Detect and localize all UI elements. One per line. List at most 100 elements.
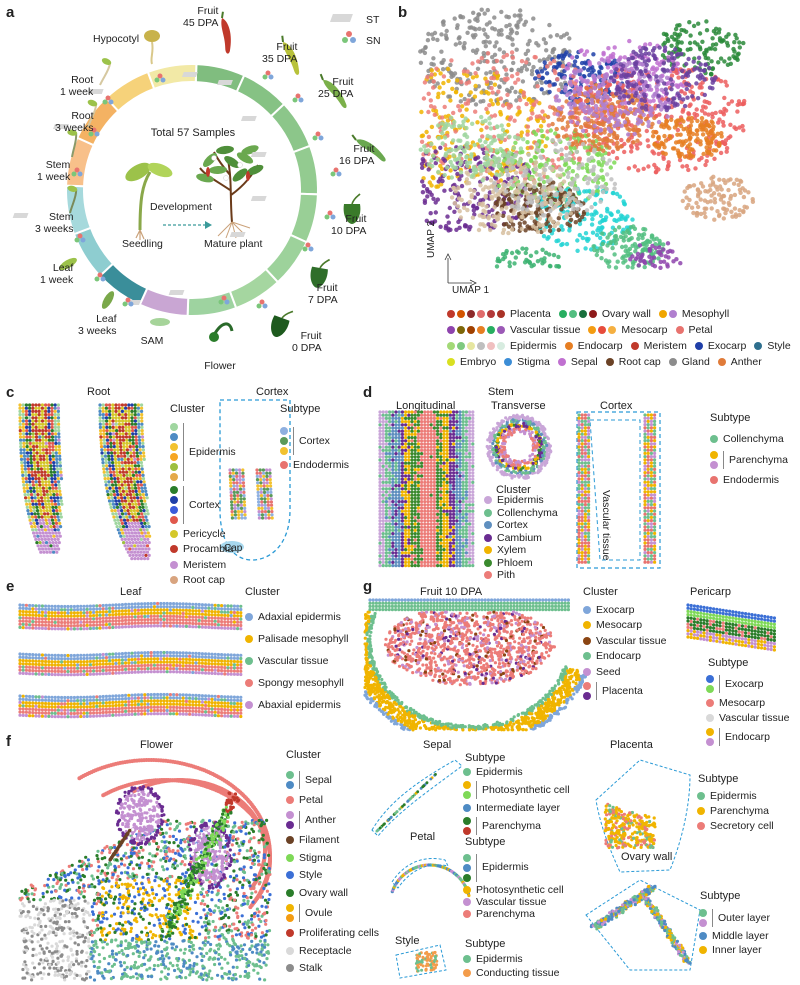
- legend-entry: Middle layer: [699, 929, 770, 943]
- legend-entry: Secretory cell: [697, 818, 774, 833]
- petal-cell: [467, 893, 471, 898]
- legend-entry: Proliferating cells: [286, 925, 379, 943]
- legend-swatch: [245, 613, 253, 621]
- stem-longitudinal: [378, 410, 475, 568]
- legend-swatch: [286, 821, 294, 829]
- cortex-subtype-title: Subtype: [280, 403, 321, 415]
- leaf-section: [18, 601, 243, 631]
- flower-cluster-legend: Sepal Petal Anther Filament Stigma Style Ovary…: [286, 768, 379, 977]
- legend-label: Inner layer: [712, 944, 762, 956]
- stage-label: Fruit 35 DPA: [262, 41, 298, 65]
- legend-swatch: [588, 310, 597, 318]
- cap-region: [220, 541, 244, 553]
- legend-label: Root cap: [618, 356, 661, 368]
- legend-bracket: [476, 853, 477, 882]
- legend-label: Sepal: [305, 773, 332, 786]
- stem-cortex-outline: [576, 411, 661, 569]
- legend-swatch: [699, 908, 707, 917]
- legend-entry: Epidermis: [484, 494, 558, 507]
- legend-label: Epidermis: [497, 494, 544, 507]
- legend-label: Parenchyma: [476, 907, 535, 920]
- legend-swatch: [447, 358, 455, 366]
- legend-swatch: [463, 790, 471, 799]
- legend-swatch: [170, 515, 178, 524]
- placenta-subtype-title: Subtype: [698, 773, 739, 785]
- legend-swatch: [583, 605, 591, 614]
- panel-letter-e: e: [6, 578, 15, 595]
- legend-swatch: [578, 310, 587, 318]
- legend-label: Placenta: [602, 685, 643, 697]
- legend-label: Photosynthetic cell: [482, 783, 570, 796]
- legend-bracket: [712, 908, 713, 927]
- legend-swatch: [706, 674, 714, 683]
- sample-ring: [12, 11, 386, 342]
- flower-title: Flower: [140, 739, 174, 751]
- legend-entry: Palisade mesophyll: [245, 628, 348, 650]
- legend-label: Stalk: [299, 962, 323, 975]
- legend-swatch: [463, 863, 471, 872]
- legend-label: Epidermis: [476, 953, 523, 965]
- legend-swatch: [463, 910, 471, 918]
- legend-label: Mesocarp: [719, 696, 766, 709]
- legend-label: Meristem: [643, 340, 687, 352]
- style-subtype-title: Subtype: [465, 938, 506, 950]
- legend-label: Embryo: [460, 356, 497, 368]
- legend-label: Anther: [730, 356, 762, 368]
- legend-label: Ovule: [305, 907, 333, 919]
- sn-marker: [74, 233, 86, 243]
- legend-swatch: [457, 310, 465, 318]
- legend-label: Epidermis: [510, 340, 557, 352]
- pericarp-slice: [686, 603, 777, 652]
- legend-label: Root cap: [183, 574, 226, 587]
- leaf-section: [18, 650, 243, 677]
- legend-entry: Cortex: [484, 519, 558, 532]
- legend-entry: Abaxial epidermis: [245, 694, 348, 716]
- legend-entry: Intermediate layer: [463, 801, 570, 814]
- umap-cluster: [418, 114, 526, 183]
- legend-swatch: [447, 342, 455, 350]
- umap-cluster: [650, 115, 724, 160]
- stage-label: Flower: [204, 360, 236, 372]
- legend-swatch: [754, 342, 763, 350]
- umap-legend-entry: Placenta: [447, 308, 551, 320]
- legend-entry: Mesocarp: [706, 695, 789, 710]
- legend-label: Conducting tissue: [476, 967, 560, 979]
- legend-swatch: [463, 826, 471, 835]
- legend-label: Vascular tissue: [596, 634, 667, 647]
- fruit-spatial-map: [363, 598, 777, 732]
- legend-label: Ovary wall: [299, 886, 349, 899]
- umap-legend-entry: Meristem: [630, 340, 687, 352]
- legend-swatch: [245, 657, 253, 665]
- legend-swatch: [697, 806, 705, 815]
- sn-marker: [122, 297, 134, 307]
- legend-swatch: [170, 529, 178, 538]
- legend-swatch: [668, 358, 677, 366]
- legend-label: Middle layer: [712, 930, 769, 942]
- legend-entry: Petal: [286, 791, 379, 809]
- legend-entry: Conducting tissue: [463, 966, 559, 980]
- legend-entry: Endocarp: [583, 649, 666, 665]
- legend-swatch: [484, 571, 492, 580]
- legend-label: Proliferating cells: [299, 927, 379, 940]
- cap-label: Cap: [224, 543, 243, 554]
- legend-label: Seed: [596, 665, 621, 678]
- legend-swatch: [170, 472, 178, 481]
- sn-marker: [312, 131, 324, 141]
- cortex-outline: [219, 399, 291, 561]
- stem-cluster-legend: Epidermis Collenchyma Cortex Cambium Xylem Ph…: [484, 494, 558, 582]
- legend-entry: Pith: [484, 569, 558, 582]
- stage-label: Root 1 week: [60, 74, 94, 98]
- sn-icon: [342, 31, 356, 43]
- legend-swatch: [699, 918, 707, 927]
- sn-legend-label: SN: [366, 35, 381, 47]
- legend-swatch: [477, 310, 485, 318]
- legend-entry: Parenchyma: [710, 448, 788, 471]
- legend-entry: Ovule: [286, 902, 379, 925]
- root-cluster-legend: Epidermis Cortex Pericycle Procambia Meriste…: [170, 420, 236, 588]
- legend-label: Filament: [299, 834, 340, 847]
- st-marker: [240, 116, 257, 121]
- umap-legend-entry: Style: [754, 340, 791, 352]
- flower-section: [18, 758, 272, 982]
- legend-entry: Vascular tissue: [245, 650, 348, 672]
